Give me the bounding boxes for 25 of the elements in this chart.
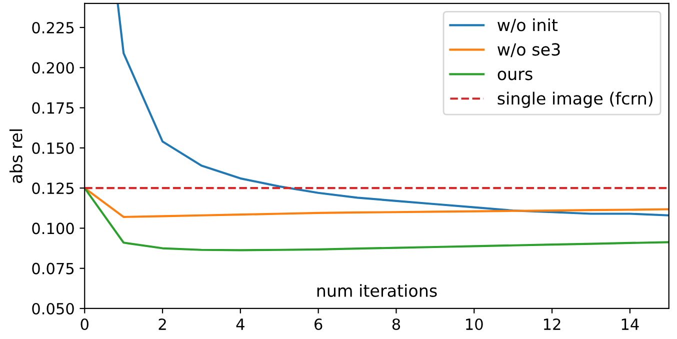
x-tick-label: 10 [466,318,483,330]
y-tick-label: 0.200 [32,62,74,74]
x-tick-label: 2 [158,318,166,330]
legend-label: w/o se3 [498,43,560,58]
x-tick-label: 12 [544,318,560,330]
y-axis-title: abs rel [9,129,22,184]
legend-label: w/o init [498,18,558,33]
x-tick-label: 0 [80,318,88,330]
x-tick-label: 6 [314,318,322,330]
y-tick-label: 0.225 [32,22,74,34]
x-tick-label: 8 [392,318,400,330]
legend-label: ours [498,70,532,80]
x-tick-label: 4 [236,318,244,330]
x-tick-label: 14 [622,318,639,330]
line-series [116,3,669,216]
line-series [84,187,669,252]
x-axis-title: num iterations [317,284,437,297]
y-tick-label: 0.075 [32,262,74,274]
y-tick-label: 0.100 [32,222,74,234]
y-tick-label: 0.150 [32,142,74,154]
y-tick-label: 0.125 [32,182,74,194]
line-series [84,187,669,218]
y-tick-label: 0.050 [32,302,74,315]
legend-label: single image (fcrn) [498,92,652,108]
y-tick-label: 0.175 [32,102,74,114]
